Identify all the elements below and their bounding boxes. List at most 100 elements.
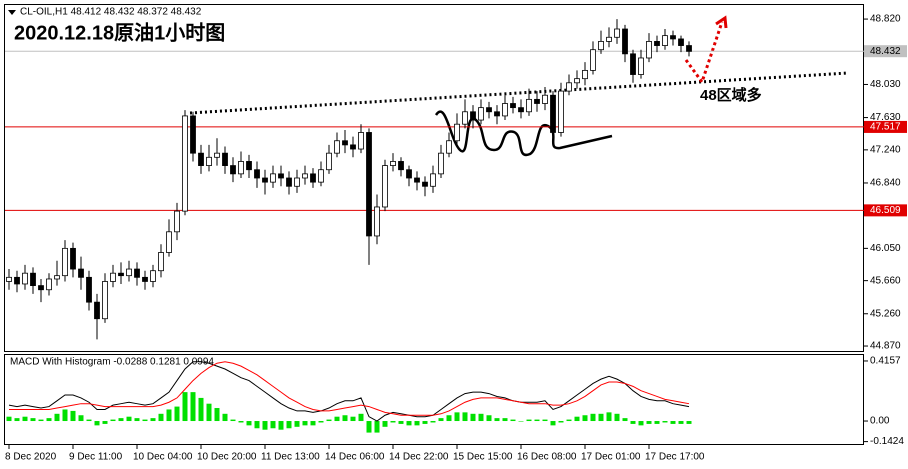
histogram-bar <box>142 419 148 422</box>
histogram-bar <box>438 418 444 422</box>
candle-body <box>46 278 52 291</box>
histogram-bar <box>486 415 492 422</box>
level-label-box <box>864 45 907 58</box>
y-tick-label: -0.1424 <box>870 436 904 447</box>
histogram-bar <box>182 392 188 422</box>
histogram-bar <box>22 416 28 422</box>
candle-body <box>94 301 100 320</box>
histogram-bar <box>278 421 284 430</box>
candle-body <box>566 82 572 92</box>
histogram-bar <box>502 418 508 422</box>
candle-body <box>430 173 436 187</box>
x-tick-label: 14 Dec 06:00 <box>325 452 385 463</box>
candle-body <box>198 152 204 166</box>
y-tick-label: 46.050 <box>870 243 901 254</box>
candle-body <box>678 38 684 46</box>
y-tick-label: 45.660 <box>870 275 901 286</box>
histogram-bar <box>510 419 516 422</box>
candle-body <box>118 272 124 277</box>
macd-line <box>8 361 690 422</box>
level-label: 48.432 <box>870 46 901 57</box>
histogram-bar <box>470 413 476 422</box>
candle-body <box>534 98 540 104</box>
histogram-bar <box>118 418 124 422</box>
candle-body <box>590 49 596 71</box>
candle-body <box>142 276 148 282</box>
candle-body <box>326 152 332 171</box>
chart-header: CL-OIL,H1 48.412 48.432 48.372 48.432 <box>20 7 202 18</box>
histogram-bar <box>270 421 276 429</box>
histogram-bar <box>574 416 580 422</box>
histogram-bar <box>678 421 684 424</box>
candle-body <box>670 35 676 40</box>
histogram-bar <box>390 421 396 423</box>
candle-body <box>342 140 348 146</box>
candle-body <box>174 210 180 233</box>
candle-body <box>518 107 524 113</box>
level-label: 47.517 <box>870 122 901 133</box>
histogram-bar <box>382 421 388 427</box>
histogram-bar <box>646 421 652 424</box>
histogram-bar <box>302 421 308 426</box>
candle-body <box>318 169 324 183</box>
x-tick-label: 11 Dec 13:00 <box>261 452 320 463</box>
candle-body <box>246 161 252 171</box>
histogram-bar <box>254 421 260 429</box>
candle-body <box>126 268 132 277</box>
candle-body <box>614 28 620 38</box>
histogram-bar <box>30 418 36 422</box>
candle-body <box>310 173 316 183</box>
macd-title: MACD With Histogram -0.0288 0.1281 0.099… <box>10 357 214 368</box>
histogram-bar <box>246 421 252 426</box>
candle-body <box>278 173 284 179</box>
histogram-bar <box>358 413 364 422</box>
candle-body <box>350 144 356 150</box>
candle-body <box>22 272 28 285</box>
histogram-bar <box>446 415 452 422</box>
histogram-bar <box>606 412 612 422</box>
histogram-bar <box>238 421 244 423</box>
histogram-bar <box>406 421 412 426</box>
annotation: 48区域多 <box>700 86 762 104</box>
macd-line <box>9 361 690 416</box>
candle-body <box>30 272 36 287</box>
signature <box>434 110 613 157</box>
histogram-bar <box>614 413 620 422</box>
histogram-bar <box>494 418 500 422</box>
histogram-bar <box>558 421 564 423</box>
histogram-bar <box>326 419 332 422</box>
menu-icon[interactable] <box>8 10 16 15</box>
macd-frame <box>4 354 864 445</box>
y-tick-label: 0.00 <box>870 416 890 427</box>
histogram-bar <box>46 418 52 422</box>
candle-body <box>542 94 548 104</box>
histogram-bar <box>526 419 532 422</box>
candle-body <box>166 231 172 253</box>
x-tick-label: 15 Dec 15:00 <box>453 452 513 463</box>
histogram-bar <box>102 421 108 424</box>
histogram-bar <box>366 421 372 433</box>
histogram-bar <box>662 421 668 423</box>
candle-body <box>438 152 444 175</box>
candle-body <box>686 45 692 52</box>
histogram-bar <box>262 421 268 430</box>
x-tick-label: 16 Dec 08:00 <box>517 452 577 463</box>
histogram-bar <box>134 418 140 422</box>
x-tick-label: 10 Dec 20:00 <box>197 452 257 463</box>
histogram-bar <box>174 406 180 422</box>
candle-body <box>390 161 396 166</box>
histogram-bar <box>6 416 12 422</box>
candle-body <box>302 173 308 179</box>
candle-body <box>654 41 660 46</box>
histogram-bar <box>214 408 220 422</box>
y-tick-label: 46.840 <box>870 178 901 189</box>
histogram-bar <box>222 413 228 422</box>
x-tick-label: 10 Dec 04:00 <box>133 452 193 463</box>
candle-body <box>150 270 156 282</box>
histogram-bar <box>318 421 324 423</box>
histogram-bar <box>542 419 548 422</box>
candle-body <box>646 41 652 59</box>
candle-body <box>366 132 372 237</box>
x-tick-label: 14 Dec 22:00 <box>389 452 449 463</box>
